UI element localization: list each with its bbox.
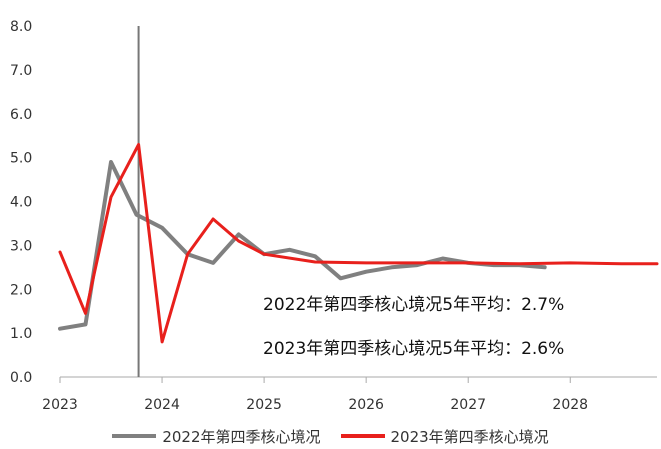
y-tick-label: 1.0 (10, 326, 32, 342)
x-tick-label: 2023 (42, 397, 78, 413)
y-tick-label: 2.0 (10, 282, 32, 298)
legend-item-2023: 2023年第四季核心境况 (340, 426, 549, 447)
legend-swatch-2022 (112, 434, 157, 438)
x-axis-tick-labels: 2023 2024 2025 2026 2027 2028 (42, 397, 588, 413)
y-tick-label: 5.0 (10, 151, 32, 167)
x-tick-label: 2026 (348, 397, 384, 413)
x-tick-label: 2024 (144, 397, 180, 413)
x-axis-tick-marks (59, 377, 571, 383)
chart-legend: 2022年第四季核心境况 2023年第四季核心境况 (0, 424, 661, 448)
y-tick-label: 6.0 (10, 107, 32, 123)
y-tick-label: 8.0 (10, 19, 32, 35)
annotation-2022-average: 2022年第四季核心境况5年平均：2.7% (263, 295, 564, 315)
series-layer (58, 143, 659, 344)
y-axis-tick-labels: 0.0 1.0 2.0 3.0 4.0 5.0 6.0 7.0 8.0 (10, 19, 32, 386)
legend-label-2022: 2022年第四季核心境况 (162, 427, 321, 446)
legend-swatch-2023 (340, 434, 385, 438)
legend-label-2023: 2023年第四季核心境况 (390, 427, 549, 446)
y-tick-label: 4.0 (10, 195, 32, 211)
series-line-2023 (58, 143, 659, 344)
x-tick-label: 2028 (552, 397, 588, 413)
y-tick-label: 3.0 (10, 238, 32, 254)
y-tick-label: 0.0 (10, 370, 32, 386)
x-tick-label: 2025 (246, 397, 282, 413)
x-tick-label: 2027 (450, 397, 486, 413)
y-tick-label: 7.0 (10, 63, 32, 79)
annotation-2023-average: 2023年第四季核心境况5年平均：2.6% (263, 339, 564, 359)
legend-item-2022: 2022年第四季核心境况 (112, 426, 321, 447)
line-chart: 0.0 1.0 2.0 3.0 4.0 5.0 6.0 7.0 8.0 2023 2024 2025… (10, 19, 659, 413)
